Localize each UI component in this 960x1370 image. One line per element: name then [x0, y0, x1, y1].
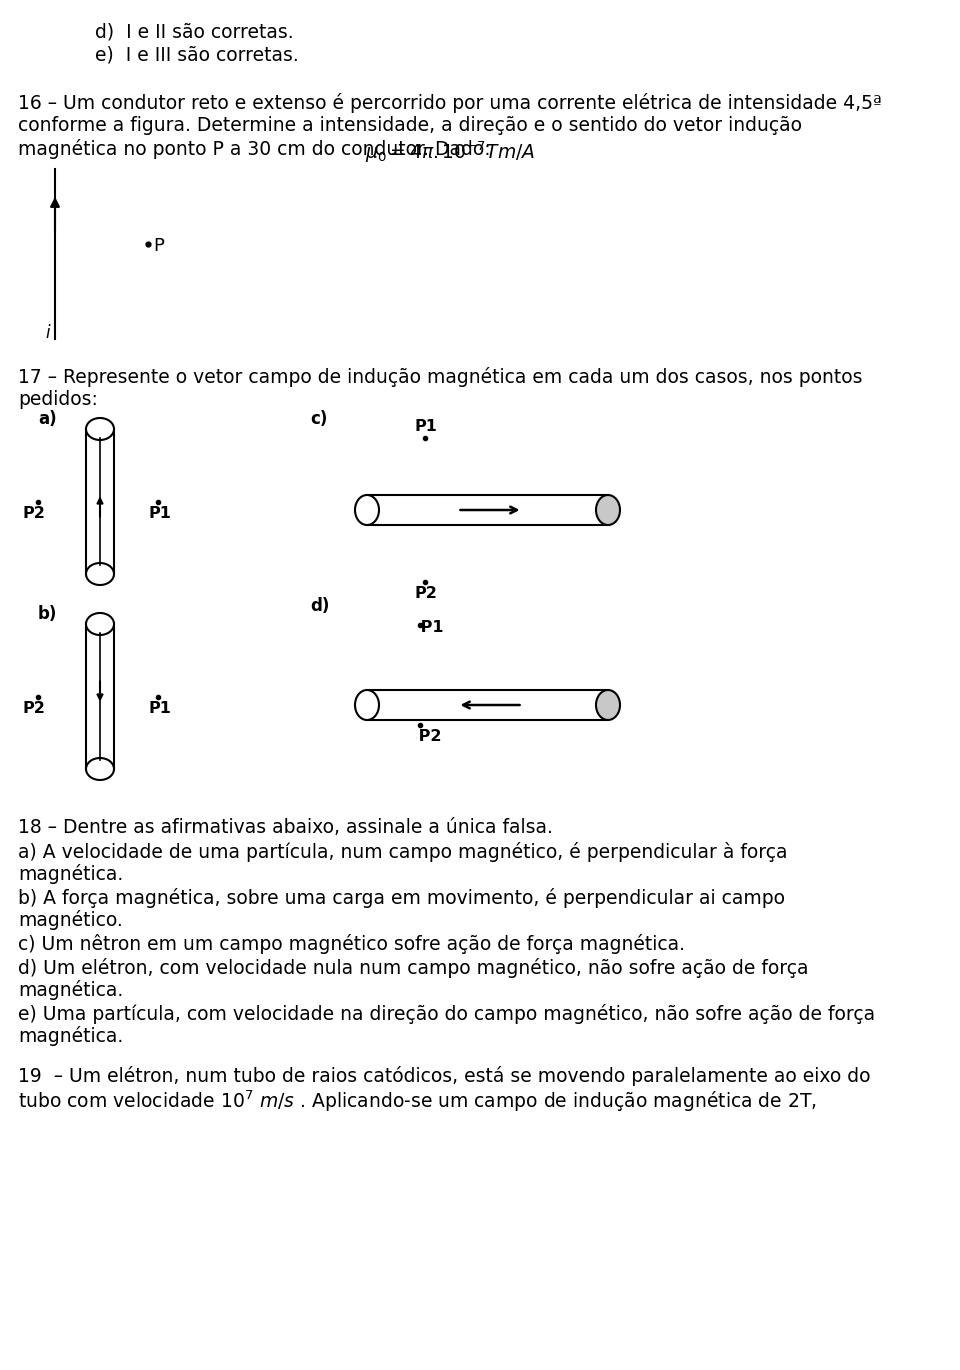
Text: P: P	[153, 237, 164, 255]
Text: P1: P1	[415, 621, 444, 636]
Text: magnética.: magnética.	[18, 864, 123, 884]
Text: pedidos:: pedidos:	[18, 390, 98, 410]
Text: a) A velocidade de uma partícula, num campo magnético, é perpendicular à força: a) A velocidade de uma partícula, num ca…	[18, 843, 787, 862]
Text: conforme a figura. Determine a intensidade, a direção e o sentido do vetor induç: conforme a figura. Determine a intensida…	[18, 116, 802, 136]
Text: P1: P1	[148, 506, 171, 521]
Text: 19  – Um elétron, num tubo de raios catódicos, está se movendo paralelamente ao : 19 – Um elétron, num tubo de raios catód…	[18, 1066, 871, 1086]
Ellipse shape	[355, 690, 379, 721]
Text: magnética.: magnética.	[18, 980, 123, 1000]
Text: magnética.: magnética.	[18, 1026, 123, 1047]
Text: tubo com velocidade $10^7$ $m / s$ . Aplicando-se um campo de indução magnética : tubo com velocidade $10^7$ $m / s$ . Apl…	[18, 1089, 817, 1115]
Text: c) Um nêtron em um campo magnético sofre ação de força magnética.: c) Um nêtron em um campo magnético sofre…	[18, 934, 685, 954]
Text: P2: P2	[22, 700, 45, 715]
FancyBboxPatch shape	[86, 623, 114, 769]
Ellipse shape	[86, 418, 114, 440]
Ellipse shape	[596, 495, 620, 525]
Ellipse shape	[86, 563, 114, 585]
Text: P2: P2	[413, 729, 442, 744]
Ellipse shape	[355, 495, 379, 525]
Text: 18 – Dentre as afirmativas abaixo, assinale a única falsa.: 18 – Dentre as afirmativas abaixo, assin…	[18, 818, 553, 837]
Ellipse shape	[86, 612, 114, 636]
Text: P2: P2	[415, 586, 438, 601]
Text: c): c)	[310, 410, 327, 427]
FancyBboxPatch shape	[367, 495, 608, 525]
Ellipse shape	[86, 758, 114, 780]
Text: b) A força magnética, sobre uma carga em movimento, é perpendicular ai campo: b) A força magnética, sobre uma carga em…	[18, 888, 785, 908]
Text: i: i	[45, 323, 50, 342]
Text: b): b)	[38, 606, 58, 623]
Text: magnética no ponto P a 30 cm do condutor. Dado:: magnética no ponto P a 30 cm do condutor…	[18, 138, 503, 159]
Text: e) Uma partícula, com velocidade na direção do campo magnético, não sofre ação d: e) Uma partícula, com velocidade na dire…	[18, 1004, 876, 1023]
Text: P2: P2	[22, 506, 45, 521]
Text: d)  I e II são corretas.: d) I e II são corretas.	[95, 22, 294, 41]
Text: P1: P1	[148, 700, 171, 715]
Text: e)  I e III são corretas.: e) I e III são corretas.	[95, 45, 299, 64]
Text: d) Um elétron, com velocidade nula num campo magnético, não sofre ação de força: d) Um elétron, com velocidade nula num c…	[18, 958, 808, 978]
FancyBboxPatch shape	[86, 429, 114, 574]
Text: 17 – Represente o vetor campo de indução magnética em cada um dos casos, nos pon: 17 – Represente o vetor campo de indução…	[18, 367, 862, 386]
Text: $\mu_0 = 4\pi.10^{-7}Tm/A$: $\mu_0 = 4\pi.10^{-7}Tm/A$	[365, 138, 536, 164]
Text: P1: P1	[415, 419, 438, 434]
Text: d): d)	[310, 597, 329, 615]
Text: magnético.: magnético.	[18, 910, 123, 930]
Ellipse shape	[596, 690, 620, 721]
Text: 16 – Um condutor reto e extenso é percorrido por uma corrente elétrica de intens: 16 – Um condutor reto e extenso é percor…	[18, 93, 881, 112]
Text: a): a)	[38, 410, 57, 427]
FancyBboxPatch shape	[367, 690, 608, 721]
